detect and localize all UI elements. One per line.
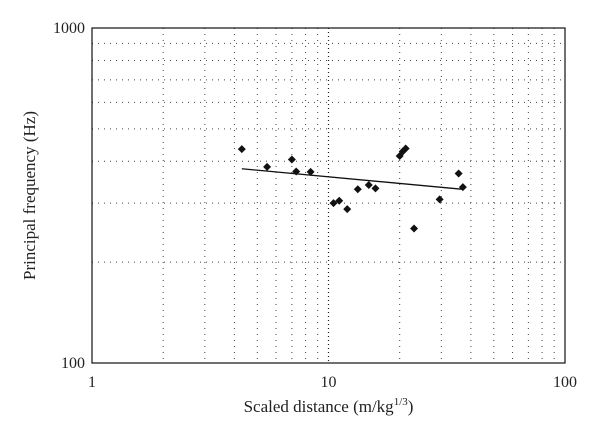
tick-labels: 1 10 100 100 1000 xyxy=(53,20,577,391)
x-axis-title: Scaled distance (m/kg1/3) xyxy=(244,396,414,416)
x-tick-label: 1 xyxy=(88,374,96,391)
data-point xyxy=(335,196,344,205)
data-point xyxy=(263,162,272,171)
data-point xyxy=(329,199,338,208)
x-tick-label: 10 xyxy=(321,374,337,391)
plot-frame xyxy=(91,27,566,364)
y-tick-label: 100 xyxy=(61,355,85,372)
data-point xyxy=(306,167,315,176)
data-point xyxy=(364,180,373,189)
data-point xyxy=(410,224,419,233)
trend-line xyxy=(241,168,463,190)
y-axis-title: Principal frequency (Hz) xyxy=(20,111,39,280)
data-point xyxy=(371,184,380,193)
data-point xyxy=(343,205,352,214)
y-tick-label: 1000 xyxy=(53,20,85,37)
data-point xyxy=(401,144,410,153)
data-point xyxy=(287,155,296,164)
x-tick-label: 100 xyxy=(553,374,577,391)
data-point xyxy=(292,167,301,176)
data-point xyxy=(435,195,444,204)
data-point xyxy=(458,183,467,192)
data-point xyxy=(454,169,463,178)
grid-lines xyxy=(92,28,565,363)
data-point xyxy=(237,145,246,154)
data-point xyxy=(353,185,362,194)
data-points xyxy=(237,144,467,233)
